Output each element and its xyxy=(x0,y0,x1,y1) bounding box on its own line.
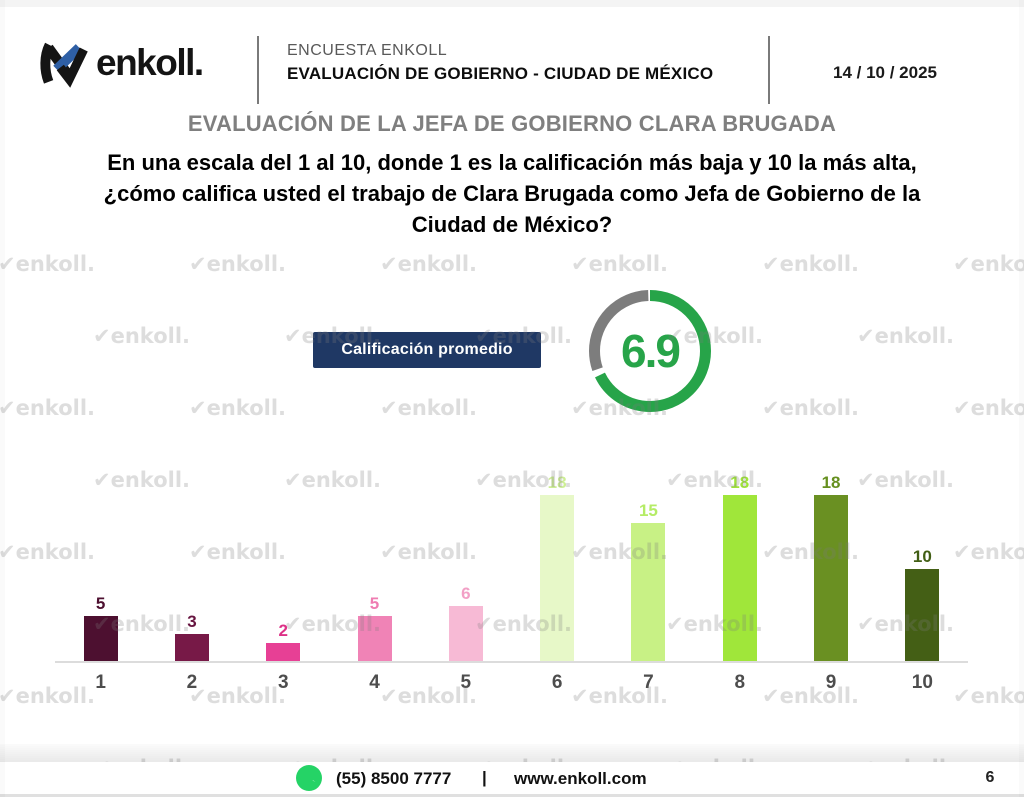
bar-group: 5 xyxy=(329,450,420,662)
x-axis-tick-label: 5 xyxy=(460,672,472,693)
watermark-logo: ✔enkoll. xyxy=(380,252,477,276)
x-axis-tick-label: 8 xyxy=(734,672,746,693)
watermark-logo: ✔enkoll. xyxy=(0,396,95,420)
footer-phone: (55) 8500 7777 xyxy=(336,769,452,788)
x-axis-tick-label: 4 xyxy=(369,672,380,693)
slide-edge-top xyxy=(0,0,1024,7)
average-score-value: 6.9 xyxy=(621,325,681,377)
bar xyxy=(448,606,483,662)
bar-value-label: 5 xyxy=(95,593,106,613)
survey-question: En una escala del 1 al 10, donde 1 es la… xyxy=(103,150,921,237)
brand-name: enkoll. xyxy=(96,42,204,83)
bar xyxy=(905,569,940,662)
x-axis-tick-label: 1 xyxy=(95,672,106,693)
x-axis-tick-label: 10 xyxy=(911,672,933,693)
watermark-logo: ✔enkoll. xyxy=(189,396,286,420)
bar-group: 18 xyxy=(511,450,602,662)
bar-group: 18 xyxy=(785,450,876,662)
bar-group: 10 xyxy=(877,450,968,662)
brand-logo: enkoll. xyxy=(36,36,204,90)
x-axis-tick-label: 7 xyxy=(643,672,654,693)
bar-group: 3 xyxy=(146,450,237,662)
x-axis-tick-label: 2 xyxy=(186,672,198,693)
bar xyxy=(83,615,118,662)
bar-group: 5 xyxy=(55,450,146,662)
page-number: 6 xyxy=(985,769,995,786)
bar xyxy=(631,522,666,662)
watermark-logo: ✔enkoll. xyxy=(857,324,954,348)
bar-value-label: 18 xyxy=(730,472,750,492)
watermark-logo: ✔enkoll. xyxy=(762,396,859,420)
bar xyxy=(722,494,757,662)
x-axis-line xyxy=(55,661,968,663)
watermark-logo: ✔enkoll. xyxy=(93,324,190,348)
bar-group: 15 xyxy=(603,450,694,662)
slide-bottom-shadow xyxy=(0,744,1024,763)
header-divider-left xyxy=(257,36,259,104)
bar-value-label: 6 xyxy=(461,584,471,604)
section-title: EVALUACIÓN DE LA JEFA DE GOBIERNO CLARA … xyxy=(187,111,837,136)
bar xyxy=(540,494,575,662)
watermark-logo: ✔enkoll. xyxy=(953,252,1024,276)
bar-group: 2 xyxy=(238,450,329,662)
bar-value-label: 15 xyxy=(638,500,658,520)
gauge-ring-icon xyxy=(589,290,711,412)
whatsapp-icon xyxy=(296,765,322,791)
bar-group: 6 xyxy=(420,450,511,662)
watermark-logo: ✔enkoll. xyxy=(953,396,1024,420)
bar-value-label: 18 xyxy=(821,472,841,492)
header-date: 14 / 10 / 2025 xyxy=(833,63,937,82)
average-score-label: Calificación promedio xyxy=(341,341,513,358)
bar xyxy=(814,494,849,662)
x-axis-tick-label: 3 xyxy=(277,672,289,693)
header-kicker: ENCUESTA ENKOLL xyxy=(287,42,448,59)
x-axis-labels: 1 2 3 4 5 6 7 8 9 10 xyxy=(55,672,968,694)
bar-value-label: 18 xyxy=(547,472,567,492)
brand-logo-icon xyxy=(40,42,88,88)
bar xyxy=(266,643,301,662)
bar-value-label: 5 xyxy=(369,593,380,613)
watermark-logo: ✔enkoll. xyxy=(0,252,95,276)
bar-chart: 5 3 2 5 6 18 15 18 18 10 xyxy=(55,450,968,662)
x-axis-tick-label: 9 xyxy=(825,672,837,693)
bar-value-label: 10 xyxy=(912,547,932,566)
x-axis-tick-label: 6 xyxy=(551,672,563,693)
bar-value-label: 3 xyxy=(187,612,197,632)
watermark-logo: ✔enkoll. xyxy=(189,252,286,276)
watermark-logo: ✔enkoll. xyxy=(571,252,668,276)
bar-value-label: 2 xyxy=(278,621,288,641)
bar xyxy=(174,634,209,662)
header-divider-right xyxy=(768,36,770,104)
bar-group: 18 xyxy=(694,450,785,662)
footer-website: www.enkoll.com xyxy=(514,769,647,788)
header-title: EVALUACIÓN DE GOBIERNO - CIUDAD DE MÉXIC… xyxy=(287,64,714,83)
footer-separator: | xyxy=(482,768,487,787)
average-score-badge: Calificación promedio xyxy=(313,332,541,368)
watermark-logo: ✔enkoll. xyxy=(380,396,477,420)
watermark-logo: ✔enkoll. xyxy=(762,252,859,276)
bar xyxy=(357,615,392,662)
footer: (55) 8500 7777 | www.enkoll.com 6 xyxy=(0,762,1024,797)
